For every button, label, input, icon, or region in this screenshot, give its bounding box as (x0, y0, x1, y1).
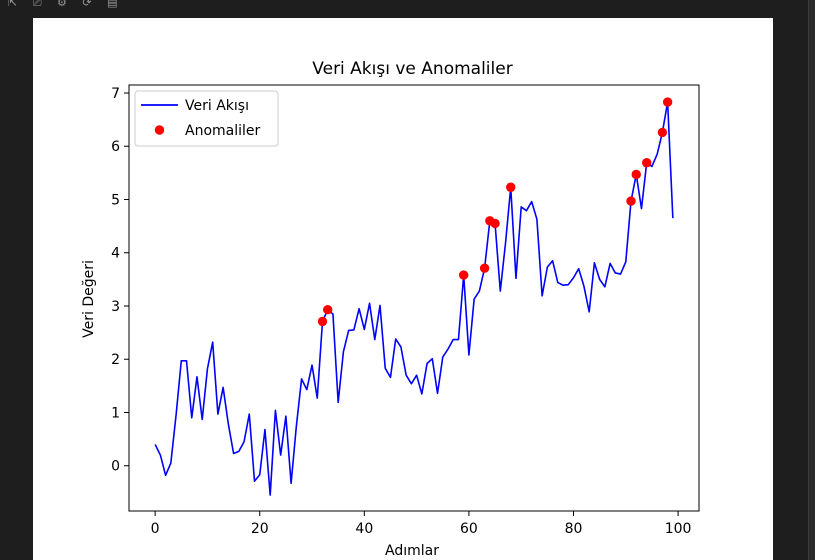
y-tick-label: 6 (111, 139, 120, 155)
y-tick-label: 4 (111, 246, 120, 262)
y-tick-label: 5 (111, 192, 120, 208)
x-tick-label: 60 (460, 521, 478, 537)
toolbar-icons: ⇱ ⎚ ⚙ ⟳ ▤ (8, 0, 124, 9)
legend-label-scatter: Anomaliler (185, 123, 261, 139)
anomaly-point (657, 127, 668, 138)
y-tick-label: 1 (111, 405, 120, 421)
anomaly-point (323, 305, 333, 315)
x-tick-label: 80 (565, 521, 583, 537)
y-tick-label: 0 (111, 459, 120, 475)
anomaly-point (317, 316, 328, 327)
anomaly-point (662, 97, 673, 107)
anomaly-point (479, 263, 490, 273)
notebook-toolbar: ⇱ ⎚ ⚙ ⟳ ▤ (0, 0, 815, 14)
legend-label-line: Veri Akışı (185, 98, 249, 114)
y-axis-label: Veri Değeri (81, 260, 97, 338)
anomaly-point (458, 270, 469, 280)
anomaly-point (631, 169, 641, 180)
plot-area (154, 97, 674, 496)
figure-canvas: Veri Akışı ve Anomaliler 0 20 40 60 80 100 0 1… (33, 18, 773, 560)
line-chart: Veri Akışı ve Anomaliler 0 20 40 60 80 100 0 1… (81, 59, 700, 559)
y-tick-label: 2 (111, 352, 120, 368)
y-tick-label: 7 (111, 86, 120, 102)
y-axis: 0 1 2 3 4 5 6 7 (111, 86, 129, 475)
series-line-veri-akisi (154, 101, 674, 496)
x-tick-label: 20 (251, 521, 269, 537)
anomaly-point (626, 196, 636, 206)
anomaly-point (506, 182, 516, 192)
scrollbar-track[interactable] (808, 0, 815, 560)
x-axis: 0 20 40 60 80 100 (151, 511, 692, 537)
y-tick-label: 3 (111, 299, 120, 315)
legend-marker-swatch (154, 125, 165, 135)
axes-frame (128, 84, 700, 512)
anomaly-point (642, 158, 652, 168)
x-tick-label: 40 (355, 521, 373, 537)
anomaly-point (490, 218, 500, 229)
x-tick-label: 100 (665, 521, 692, 537)
legend: Veri Akışı Anomaliler (134, 90, 279, 147)
chart-title: Veri Akışı ve Anomaliler (312, 59, 512, 79)
x-tick-label: 0 (151, 521, 160, 537)
x-axis-label: Adımlar (385, 543, 439, 559)
